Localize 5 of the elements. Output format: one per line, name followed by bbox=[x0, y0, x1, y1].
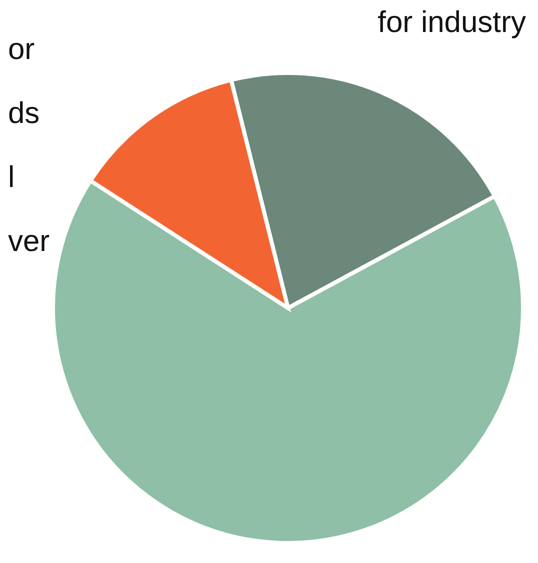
text: or bbox=[8, 32, 36, 68]
text: ver bbox=[8, 224, 50, 260]
text: ds bbox=[8, 96, 41, 132]
text: for industry bbox=[378, 6, 526, 39]
text: l bbox=[8, 160, 16, 196]
